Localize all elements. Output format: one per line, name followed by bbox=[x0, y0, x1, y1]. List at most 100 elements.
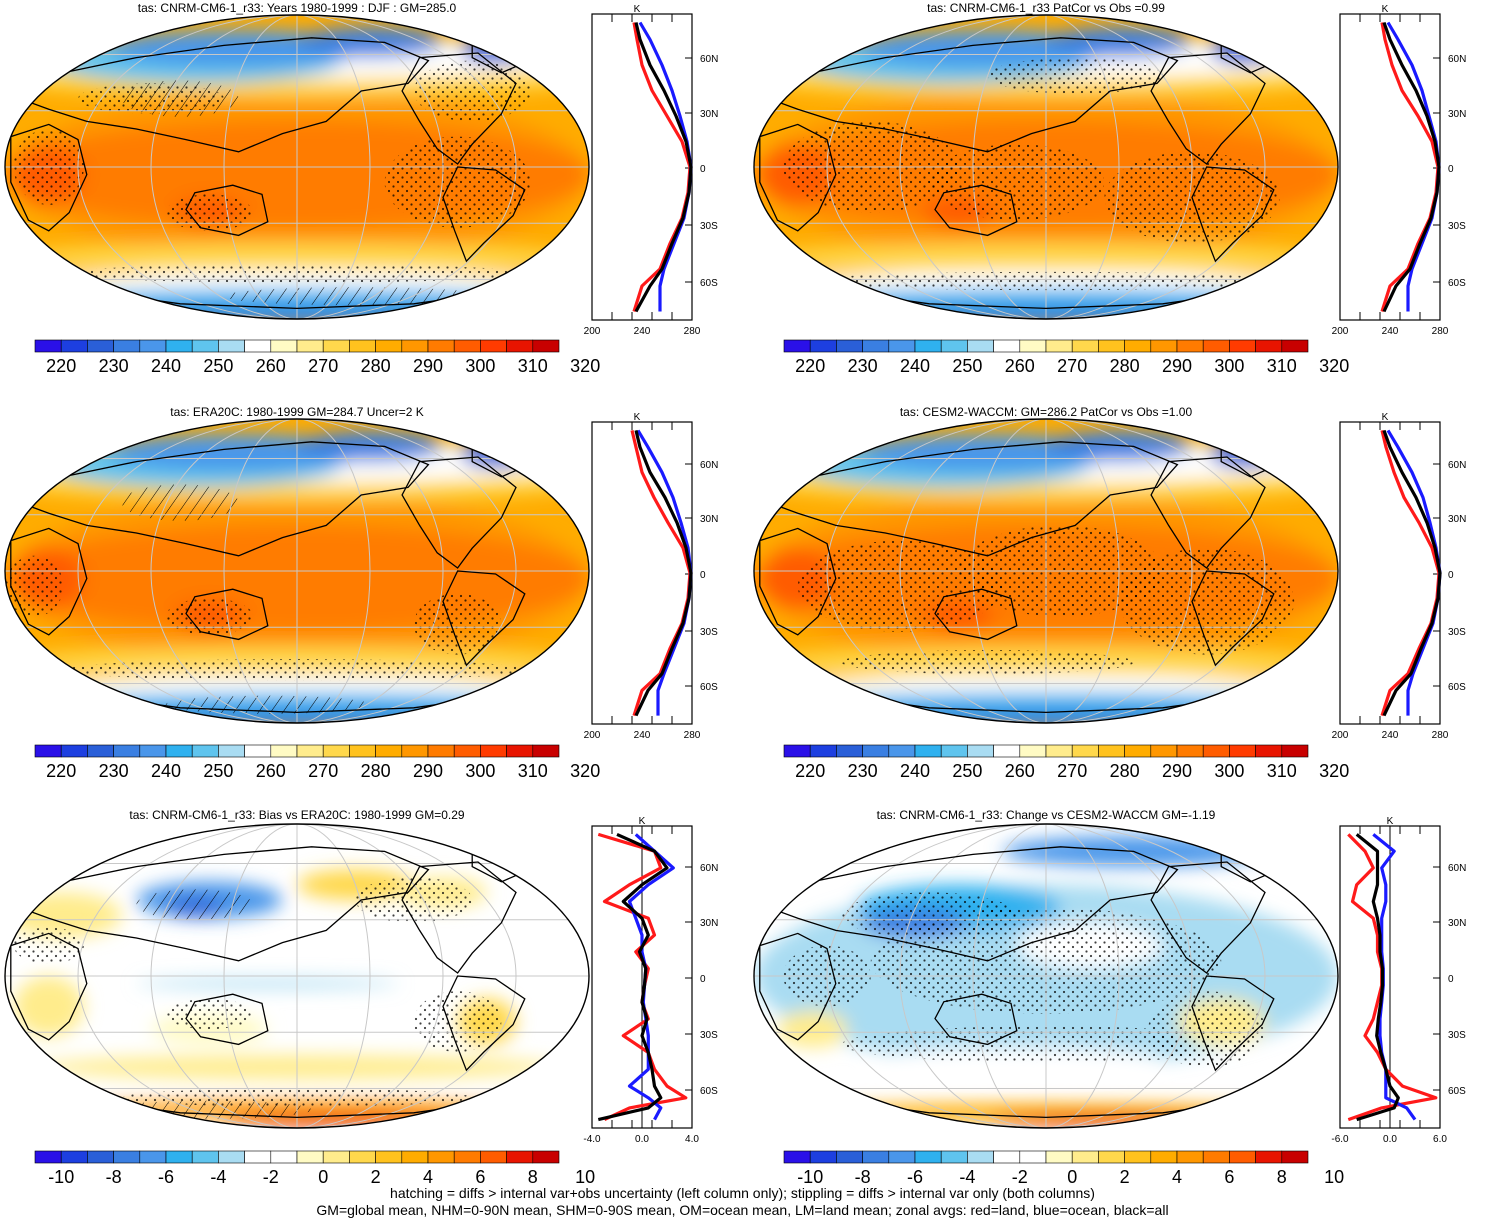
panel-title: tas: CNRM-CM6-1_r33: Bias vs ERA20C: 198… bbox=[129, 808, 464, 822]
colorbar-swatch bbox=[1281, 744, 1309, 758]
profile-lat-label: 30N bbox=[700, 918, 718, 929]
colorbar-swatch bbox=[191, 744, 219, 758]
colorbar-swatch bbox=[1045, 1150, 1073, 1164]
profile-lat-label: 30N bbox=[700, 109, 718, 120]
profile-xtick-label: 0.0 bbox=[635, 1134, 649, 1145]
field-region bbox=[460, 33, 531, 64]
colorbar-swatch bbox=[862, 744, 890, 758]
hatching-region bbox=[224, 287, 487, 306]
colorbar-label: 0 bbox=[1067, 1167, 1077, 1187]
colorbar-label: 320 bbox=[1319, 356, 1349, 376]
stippling-region bbox=[1119, 548, 1295, 655]
colorbar-label: 290 bbox=[413, 356, 443, 376]
profile-lat-label: 60S bbox=[1448, 278, 1466, 289]
colorbar-swatch bbox=[888, 744, 916, 758]
field-region bbox=[1046, 431, 1192, 462]
coastline-eurasia bbox=[767, 37, 1179, 153]
colorbar-label: 8 bbox=[528, 1167, 538, 1187]
colorbar-swatch bbox=[244, 339, 272, 353]
colorbar-swatch bbox=[506, 1150, 534, 1164]
stippling-region bbox=[413, 60, 531, 122]
colorbar-swatch bbox=[1124, 1150, 1152, 1164]
colorbar-label: 270 bbox=[1057, 761, 1087, 781]
colorbar-label: 300 bbox=[465, 761, 495, 781]
profile-lat-label: 30N bbox=[1448, 918, 1466, 929]
map-panel-6: tas: CNRM-CM6-1_r33: Change vs CESM2-WAC… bbox=[753, 808, 1339, 1129]
panel-title: tas: ERA20C: 1980-1999 GM=284.7 Uncer=2 … bbox=[170, 405, 423, 419]
colorbar-swatch bbox=[1071, 744, 1099, 758]
profile-xtick-label: 6.0 bbox=[1433, 1134, 1447, 1145]
profile-xtick-label: 200 bbox=[1332, 326, 1349, 337]
colorbar-label: 280 bbox=[361, 761, 391, 781]
stippling-region bbox=[384, 136, 531, 228]
colorbar-swatch bbox=[322, 1150, 350, 1164]
colorbar-label: 4 bbox=[423, 1167, 433, 1187]
colorbar-swatch bbox=[139, 744, 167, 758]
colorbar-swatch bbox=[1019, 1150, 1047, 1164]
colorbar-swatch bbox=[1019, 339, 1047, 353]
colorbar-label: 280 bbox=[361, 356, 391, 376]
colorbar-swatch bbox=[940, 744, 968, 758]
profile-lat-label: 60N bbox=[1448, 863, 1466, 874]
profile-xtick-label: -6.0 bbox=[1331, 1134, 1349, 1145]
colorbar-swatch bbox=[401, 339, 429, 353]
panel-title: tas: CESM2-WACCM: GM=286.2 PatCor vs Obs… bbox=[900, 405, 1193, 419]
colorbar-swatch bbox=[87, 744, 114, 758]
field-region bbox=[13, 976, 84, 1037]
coastline-namerica bbox=[401, 456, 517, 569]
colorbar-swatch bbox=[1071, 339, 1099, 353]
colorbar-swatch bbox=[862, 1150, 890, 1164]
colorbar-label: 10 bbox=[1324, 1167, 1344, 1187]
colorbar-swatch bbox=[60, 339, 88, 353]
colorbar-swatch bbox=[349, 1150, 376, 1164]
profile-unit-label: K bbox=[1382, 412, 1389, 423]
map-border bbox=[753, 418, 1339, 724]
colorbar-swatch bbox=[809, 339, 837, 353]
colorbar-label: 240 bbox=[151, 761, 181, 781]
colorbar-swatch bbox=[349, 744, 376, 758]
footer-note-hatching: hatching = diffs > internal var+obs unce… bbox=[390, 1185, 1095, 1201]
colorbar-label: -2 bbox=[1012, 1167, 1028, 1187]
profile-xtick-label: 280 bbox=[684, 730, 701, 741]
colorbar-label: 10 bbox=[575, 1167, 595, 1187]
field-region bbox=[1209, 33, 1280, 64]
colorbar-swatch bbox=[375, 1150, 403, 1164]
profile-lat-label: 60S bbox=[1448, 682, 1466, 693]
colorbar-label: 230 bbox=[848, 356, 878, 376]
profile-lat-label: 30S bbox=[700, 221, 718, 232]
colorbar-5: -10 -8 -6 -4 -2 0 2 4 6 8 10 bbox=[34, 1150, 595, 1187]
colorbar-swatch bbox=[1255, 1150, 1283, 1164]
profile-lat-label: 30N bbox=[1448, 514, 1466, 525]
colorbar-label: 2 bbox=[1120, 1167, 1130, 1187]
coastline-africa bbox=[10, 527, 88, 636]
profile-xtick-label: -4.0 bbox=[583, 1134, 601, 1145]
colorbar-swatch bbox=[1202, 744, 1230, 758]
profile-series-all bbox=[634, 430, 693, 717]
colorbar-swatch bbox=[296, 744, 324, 758]
stippling-region bbox=[165, 194, 254, 231]
graticule bbox=[5, 419, 589, 723]
colorbar-swatch bbox=[191, 339, 219, 353]
profile-lat-label: 30S bbox=[700, 627, 718, 638]
colorbar-swatch bbox=[480, 1150, 507, 1164]
stippling-region bbox=[413, 593, 502, 655]
profile-xtick-label: 240 bbox=[1382, 730, 1399, 741]
profile-unit-label: K bbox=[634, 4, 641, 15]
coastline-australia bbox=[185, 184, 269, 237]
colorbar-label: -10 bbox=[797, 1167, 823, 1187]
colorbar-label: 240 bbox=[151, 356, 181, 376]
map-panel-1: tas: CNRM-CM6-1_r33: Years 1980-1999 : D… bbox=[4, 1, 590, 320]
colorbar-swatch bbox=[427, 1150, 455, 1164]
colorbar-swatch bbox=[165, 339, 193, 353]
profile-lat-label: 30N bbox=[700, 514, 718, 525]
colorbar-swatch bbox=[888, 1150, 916, 1164]
profile-lat-label: 30S bbox=[700, 1030, 718, 1041]
footer-note-legend: GM=global mean, NHM=0-90N mean, SHM=0-90… bbox=[316, 1202, 1169, 1218]
map-border bbox=[4, 823, 590, 1129]
map-border bbox=[4, 418, 590, 724]
colorbar-swatch bbox=[453, 1150, 481, 1164]
colorbar-swatch bbox=[506, 744, 534, 758]
coastline-namerica bbox=[1150, 861, 1266, 974]
colorbar-label: -10 bbox=[48, 1167, 74, 1187]
colorbar-swatch bbox=[783, 1150, 811, 1164]
